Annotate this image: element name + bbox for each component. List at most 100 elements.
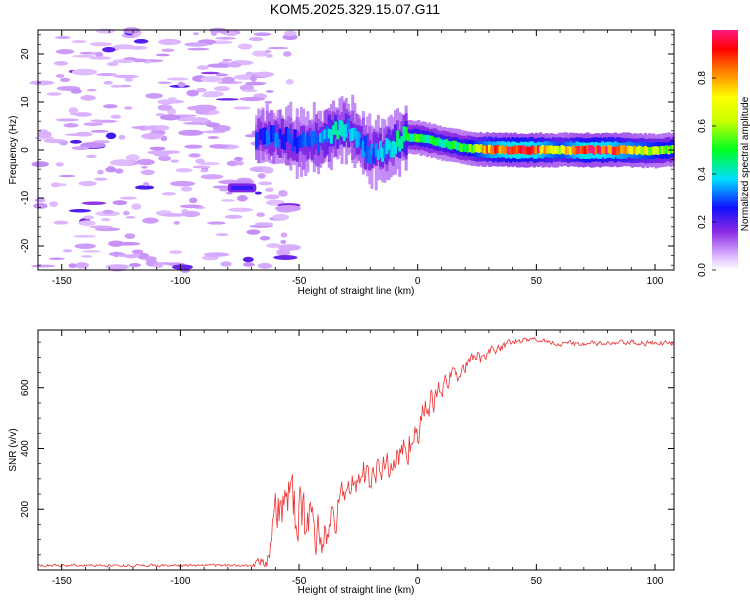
noise-blob: [140, 169, 155, 176]
noise-blob: [71, 68, 98, 76]
ridge-cell: [344, 123, 348, 138]
y-tick-label: 200: [20, 500, 31, 517]
ridge-cell: [601, 145, 605, 154]
figure-title: KOM5.2025.329.15.07.G11: [270, 1, 440, 17]
ridge-cell: [581, 145, 585, 154]
noise-blob: [280, 239, 287, 245]
noise-blob: [210, 29, 218, 36]
x-tick-label: 100: [647, 576, 664, 587]
noise-blob: [136, 158, 155, 166]
noise-blob: [224, 214, 243, 219]
noise-blob: [105, 166, 117, 173]
ridge-cell: [366, 146, 370, 163]
ridge-cell: [588, 145, 592, 154]
colorbar-tick-label: 0.0: [697, 263, 708, 277]
noise-blob: [179, 204, 203, 209]
ridge-cell: [381, 147, 385, 162]
ridge-cell: [530, 145, 534, 154]
noise-blob: [175, 167, 193, 173]
noise-blob: [252, 50, 269, 57]
noise-blob: [43, 138, 67, 144]
ridge-cell: [278, 128, 282, 139]
noise-blob: [195, 108, 210, 115]
ridge-cell: [338, 119, 342, 136]
ridge-cell: [534, 145, 538, 154]
noise-blob: [94, 177, 108, 181]
ridge-cell: [635, 146, 639, 156]
ridge-cell: [274, 132, 278, 147]
ridge-cell: [321, 130, 325, 144]
noise-blob: [195, 158, 205, 164]
ridge-cell: [404, 127, 408, 140]
noise-blob: [74, 243, 96, 249]
noise-blob: [283, 30, 297, 37]
ridge-cell: [590, 145, 594, 154]
ridge-cell: [539, 146, 543, 155]
ridge-cell: [255, 132, 259, 149]
noise-blob: [110, 114, 122, 119]
ridge-cell: [468, 144, 472, 153]
noise-blob: [220, 261, 232, 267]
ridge-cell: [545, 145, 549, 154]
noise-blob: [170, 180, 196, 187]
ridge-cell: [423, 134, 427, 144]
noise-blob: [173, 221, 180, 225]
y-tick-label: 600: [20, 379, 31, 396]
noise-blob: [131, 249, 144, 255]
noise-blob: [71, 40, 87, 44]
ridge-cell: [579, 145, 583, 154]
ridge-cell: [524, 146, 528, 155]
noise-blob: [196, 65, 209, 70]
noise-blob: [228, 207, 254, 213]
ridge-cell: [645, 147, 649, 156]
noise-blob: [141, 132, 164, 140]
ridge-cell: [370, 143, 374, 155]
ridge-cell: [472, 144, 476, 153]
ridge-cell: [575, 145, 579, 155]
noise-blob: [218, 179, 243, 185]
noise-blob: [225, 31, 238, 37]
noise-blob: [59, 174, 76, 178]
ridge-cell: [592, 146, 596, 155]
noise-blob: [157, 81, 172, 85]
noise-blob: [233, 106, 251, 110]
noise-blob: [72, 54, 95, 58]
ridge-cell: [475, 144, 479, 153]
noise-blob: [178, 82, 186, 88]
ridge-cell: [613, 146, 617, 155]
ridge-cell: [624, 146, 628, 155]
noise-blob: [272, 213, 289, 221]
noise-blob: [220, 199, 235, 202]
noise-blob: [158, 38, 182, 45]
ridge-cell: [323, 129, 327, 140]
ridge-cell: [430, 135, 434, 144]
noise-blob: [161, 192, 176, 196]
noise-blob: [256, 212, 265, 217]
noise-blob: [213, 86, 230, 92]
ridge-cell: [391, 140, 395, 158]
noise-blob: [53, 60, 68, 66]
spectrogram-ridge: [255, 94, 675, 191]
ridge-cell: [276, 133, 280, 148]
ridge-cell: [396, 130, 400, 147]
ridge-cell: [376, 149, 380, 161]
noise-blob: [160, 213, 187, 217]
ridge-cell: [494, 145, 498, 154]
ridge-cell: [502, 146, 506, 155]
noise-blob: [262, 167, 274, 174]
ridge-cell: [633, 145, 637, 154]
noise-blob: [62, 249, 73, 253]
noise-blob: [95, 51, 104, 58]
noise-blob: [226, 160, 239, 167]
ridge-cell: [323, 123, 327, 158]
noise-blob: [103, 80, 113, 85]
ridge-cell: [413, 133, 417, 142]
noise-blob: [103, 104, 118, 109]
noise-blob: [184, 144, 203, 149]
noise-blob: [55, 74, 65, 78]
ridge-cell: [372, 148, 376, 164]
noise-blob: [124, 77, 134, 82]
noise-blob: [105, 264, 130, 270]
noise-blob: [178, 129, 204, 136]
ridge-cell: [462, 143, 466, 152]
